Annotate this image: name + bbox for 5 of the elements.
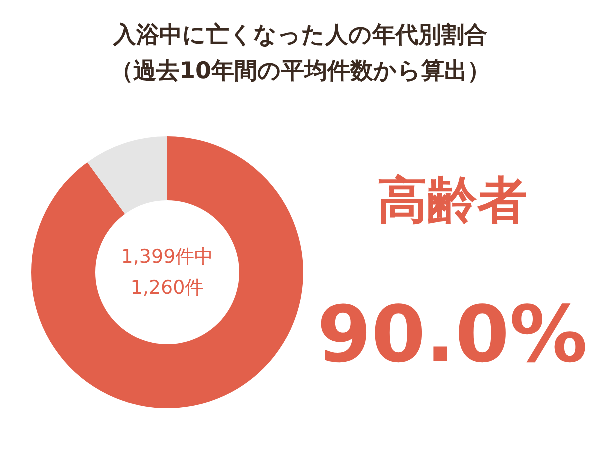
text: 1,399件中 1,260件 (121, 246, 214, 299)
slice-label: 高齢者 (378, 172, 528, 230)
chart-subtitle: （過去10年間の平均件数から算出） (110, 58, 491, 84)
chart-title: 入浴中に亡くなった人の年代別割合 (112, 22, 488, 48)
data-label: 90.0% (317, 290, 588, 380)
